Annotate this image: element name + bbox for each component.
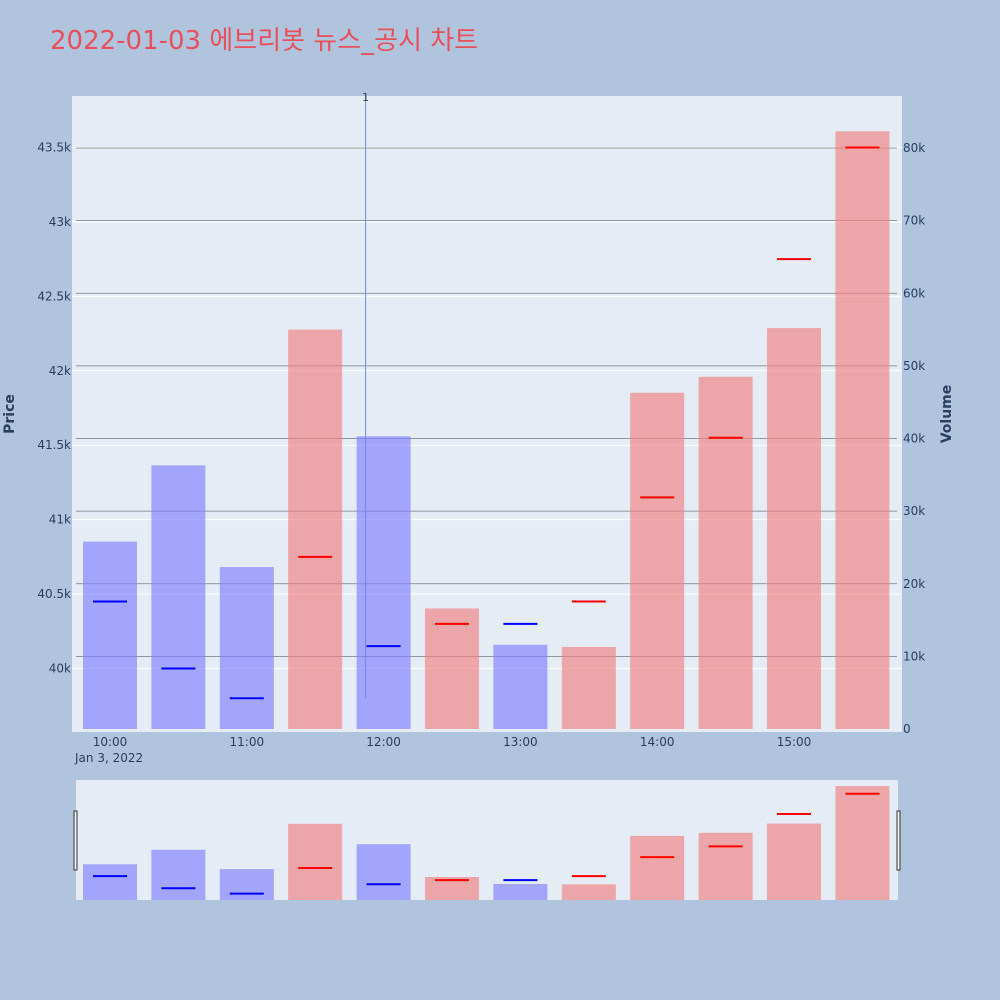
annotation: 1 [362, 91, 369, 699]
range-slider-left-handle[interactable] [73, 810, 78, 871]
time-tick-label: 14:00 [640, 735, 675, 749]
mini-volume-bar-13:30 [561, 884, 616, 900]
mini-volume-bar-10:30 [151, 849, 206, 900]
volume-bar-13:30 [561, 646, 616, 729]
mini-volume-bar-15:00 [767, 823, 821, 900]
volume-bar-11:00 [219, 567, 274, 729]
mini-volume-bar-11:00 [219, 869, 274, 900]
mini-volume-bar-14:00 [630, 835, 685, 900]
price-tick-label: 42k [49, 364, 71, 378]
main-plot-area [72, 96, 902, 732]
chart-title: 2022-01-03 에브리봇 뉴스_공시 차트 [50, 26, 478, 56]
volume-tick-label: 60k [903, 286, 925, 300]
range-slider-price-markers [93, 792, 880, 895]
volume-tick-label: 50k [903, 359, 925, 373]
volume-bar-15:00 [767, 328, 821, 729]
time-tick-label: 11:00 [230, 735, 265, 749]
price-tick-label: 41k [49, 513, 71, 527]
time-tick-label: 13:00 [503, 735, 538, 749]
time-axis-ticks: 10:00 11:00 12:00 13:00 14:00 15:00 [93, 735, 812, 749]
volume-bar-12:30 [425, 608, 479, 729]
volume-bar-15:30 [835, 131, 890, 729]
volume-tick-label: 0 [903, 722, 911, 736]
price-gridlines [72, 147, 902, 669]
mini-volume-bar-13:00 [493, 883, 548, 900]
time-tick-label: 12:00 [366, 735, 401, 749]
volume-bar-10:00 [83, 541, 137, 729]
volume-tick-label: 10k [903, 649, 925, 663]
range-slider-background[interactable] [76, 780, 898, 900]
mini-volume-bar-12:30 [425, 877, 479, 900]
range-slider[interactable] [73, 780, 901, 900]
volume-axis-title: Volume [939, 385, 955, 444]
price-tick-label: 43k [49, 215, 71, 229]
price-tick-label: 42.5k [37, 289, 71, 303]
volume-bar-10:30 [151, 465, 206, 729]
mini-volume-bar-14:30 [698, 832, 753, 900]
volume-bar-14:30 [698, 376, 753, 729]
time-tick-label: 10:00 [93, 735, 128, 749]
price-tick-label: 43.5k [37, 141, 71, 155]
mini-volume-bar-10:00 [83, 864, 137, 900]
volume-bar-13:00 [493, 644, 548, 729]
volume-axis-ticks: 0 10k 20k 30k 40k 50k 60k 70k 80k [903, 141, 925, 736]
volume-tick-label: 70k [903, 214, 925, 228]
volume-tick-label: 20k [903, 577, 925, 591]
volume-bar-12:00 [356, 436, 411, 729]
volume-tick-label: 40k [903, 432, 925, 446]
price-axis-title: Price [2, 394, 18, 434]
range-slider-bars [83, 786, 890, 900]
x-date-label: Jan 3, 2022 [74, 751, 143, 765]
volume-bar-14:00 [630, 392, 685, 729]
price-axis-ticks: 40k 40.5k 41k 41.5k 42k 42.5k 43k 43.5k [37, 141, 71, 676]
annotation-label: 1 [362, 91, 369, 104]
mini-volume-bar-12:00 [356, 844, 411, 900]
volume-tick-label: 30k [903, 504, 925, 518]
volume-gridlines [76, 147, 897, 657]
price-tick-label: 40k [49, 662, 71, 676]
mini-volume-bar-11:30 [288, 823, 343, 900]
range-slider-right-handle[interactable] [896, 810, 901, 871]
price-markers [93, 146, 880, 700]
volume-bar-11:30 [288, 329, 343, 729]
price-tick-label: 40.5k [37, 587, 71, 601]
mini-volume-bar-15:30 [835, 786, 890, 900]
volume-bars [83, 131, 890, 729]
volume-tick-label: 80k [903, 141, 925, 155]
time-tick-label: 15:00 [777, 735, 812, 749]
price-tick-label: 41.5k [37, 438, 71, 452]
